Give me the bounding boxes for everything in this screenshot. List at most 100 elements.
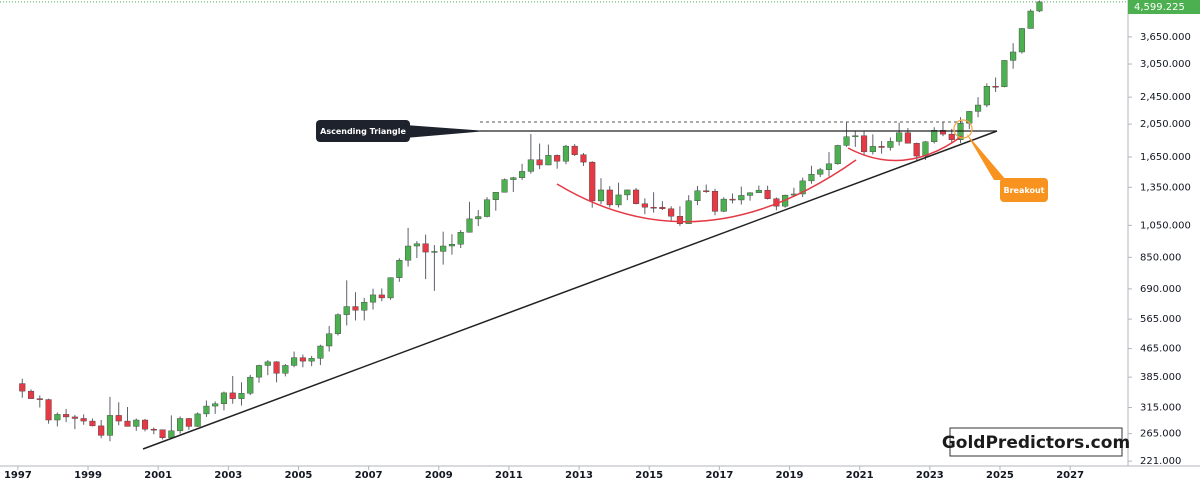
y-tick-label: 1,350.000 xyxy=(1140,182,1191,193)
candle-body xyxy=(431,251,438,253)
candle-body xyxy=(764,189,771,199)
candle-body xyxy=(983,86,990,106)
y-tick-label: 3,650.000 xyxy=(1140,32,1191,43)
y-tick-label: 1,050.000 xyxy=(1140,220,1191,231)
candle-body xyxy=(641,203,648,208)
candle-body xyxy=(878,146,885,148)
watermark: GoldPredictors.com xyxy=(942,433,1130,453)
candle-body xyxy=(177,418,184,432)
candle-body xyxy=(606,189,613,206)
candle-body xyxy=(150,428,157,431)
candle-body xyxy=(904,132,911,144)
candle-body xyxy=(448,244,455,247)
candle-body xyxy=(212,403,219,407)
candle-body xyxy=(229,392,236,399)
candle-body xyxy=(264,361,271,366)
candle-body xyxy=(422,243,429,253)
candle-body xyxy=(387,277,394,299)
annotation: Breakout xyxy=(1004,186,1045,195)
x-tick-label: 2003 xyxy=(214,470,242,480)
candle-body xyxy=(861,135,868,153)
candle-body xyxy=(939,130,947,135)
candle-body xyxy=(676,216,683,224)
candle-body xyxy=(133,419,140,427)
candle-body xyxy=(492,192,499,200)
y-tick-label: 385.000 xyxy=(1140,372,1181,383)
candle-body xyxy=(527,159,534,172)
y-tick-label: 221.000 xyxy=(1140,456,1181,467)
x-tick-label: 2025 xyxy=(986,470,1014,480)
x-tick-label: 2015 xyxy=(635,470,663,480)
candle-body xyxy=(80,418,87,422)
candle-body xyxy=(343,306,350,315)
callout-pointer xyxy=(966,133,1006,180)
candle-body xyxy=(1036,1,1043,12)
candle-body xyxy=(115,415,122,422)
candle-body xyxy=(799,180,806,195)
candle-body xyxy=(45,399,52,421)
y-tick-label: 2,050.000 xyxy=(1140,119,1191,130)
candle-body xyxy=(711,190,719,212)
x-tick-label: 2007 xyxy=(355,470,383,480)
candle-body xyxy=(869,146,876,153)
candle-body xyxy=(19,383,26,392)
candle-body xyxy=(413,243,420,247)
candle-body xyxy=(720,198,727,212)
candle-body xyxy=(1010,51,1017,61)
x-tick-label: 2009 xyxy=(425,470,453,480)
candle-body xyxy=(738,195,745,201)
callout-box xyxy=(316,120,410,142)
y-tick-label: 850.000 xyxy=(1140,252,1181,263)
candle-body xyxy=(194,413,201,427)
handle-arc xyxy=(847,135,963,162)
price-label-box xyxy=(1128,0,1200,14)
candle-body xyxy=(817,169,824,175)
candle-body xyxy=(168,430,175,438)
candle-body xyxy=(457,232,464,245)
candle-body xyxy=(755,189,762,193)
candle-body xyxy=(729,198,736,201)
callout-pointer xyxy=(405,125,487,138)
candle-body xyxy=(545,155,552,166)
candle-body xyxy=(89,420,96,427)
x-tick-label: 2001 xyxy=(144,470,172,480)
candle-body xyxy=(54,414,61,421)
y-tick-label: 315.000 xyxy=(1140,403,1181,414)
candle-body xyxy=(282,365,289,374)
candle-body xyxy=(536,159,543,166)
candle-body xyxy=(887,141,894,148)
candle-body xyxy=(396,260,403,278)
candle-body xyxy=(334,314,341,334)
candle-body xyxy=(291,357,298,366)
y-tick-label: 690.000 xyxy=(1140,284,1181,295)
support-line xyxy=(142,130,998,450)
candle-body xyxy=(299,357,306,362)
candle-body xyxy=(747,192,754,196)
candle-body xyxy=(466,218,473,233)
candle-body xyxy=(633,189,640,204)
candle-body xyxy=(589,161,596,202)
candle-body xyxy=(220,392,228,404)
annotation: Ascending Triangle xyxy=(320,127,406,136)
candle-body xyxy=(475,216,482,220)
candle-body xyxy=(562,145,569,162)
candle-body xyxy=(71,416,78,419)
candle-body xyxy=(63,414,70,418)
candle-body xyxy=(141,419,149,430)
x-tick-label: 2021 xyxy=(846,470,874,480)
candle-body xyxy=(369,294,377,303)
candle-body xyxy=(694,190,701,202)
candle-body xyxy=(992,86,999,88)
candle-body xyxy=(659,207,666,209)
breakout-circle xyxy=(953,119,973,139)
y-tick-label: 3,050.000 xyxy=(1140,59,1191,70)
candle-body xyxy=(948,133,955,140)
candle-body xyxy=(808,174,815,182)
candle-body xyxy=(159,429,166,438)
candle-body xyxy=(825,163,833,170)
y-tick-label: 565.000 xyxy=(1140,314,1181,325)
price-label: 4,599.225 xyxy=(1134,2,1185,13)
candle-body xyxy=(255,365,263,378)
